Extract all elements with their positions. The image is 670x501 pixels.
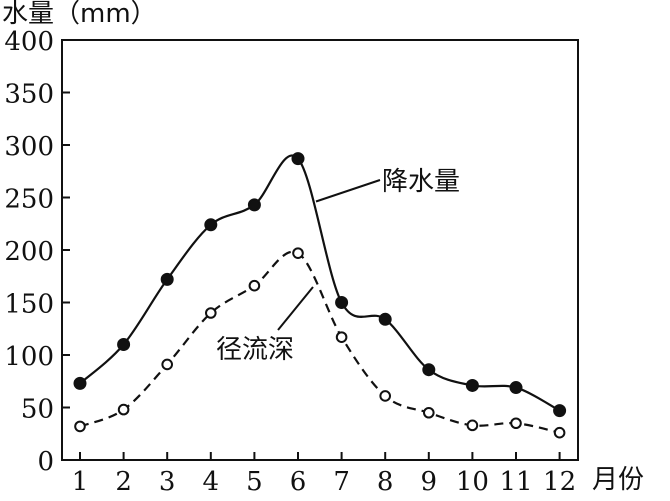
data-point bbox=[292, 247, 304, 259]
data-point bbox=[117, 403, 130, 416]
x-tick-label: 11 bbox=[499, 467, 532, 497]
x-tick-label: 6 bbox=[290, 467, 307, 497]
y-tick-label: 0 bbox=[37, 447, 54, 477]
y-tick-label: 50 bbox=[21, 395, 54, 425]
data-point bbox=[74, 420, 86, 433]
series-label-2: 径流深 bbox=[216, 335, 294, 365]
data-point bbox=[553, 426, 566, 439]
data-point bbox=[466, 419, 479, 432]
data-point bbox=[335, 331, 348, 343]
data-point bbox=[160, 272, 174, 286]
x-tick-label: 3 bbox=[159, 467, 176, 497]
data-point bbox=[509, 381, 523, 395]
data-point bbox=[247, 198, 261, 212]
x-tick-label: 1 bbox=[72, 467, 89, 497]
y-tick-label: 100 bbox=[4, 342, 54, 372]
y-tick-label: 250 bbox=[4, 185, 54, 215]
data-point bbox=[553, 404, 567, 418]
data-point bbox=[423, 406, 435, 419]
x-tick-label: 12 bbox=[543, 467, 576, 497]
x-tick-label: 5 bbox=[246, 467, 263, 497]
data-point bbox=[248, 279, 261, 292]
x-axis-title: 月份 bbox=[592, 465, 644, 495]
data-point bbox=[117, 338, 131, 351]
y-axis-title: 水量（mm） bbox=[2, 0, 157, 29]
data-point bbox=[465, 378, 479, 392]
series-line-1 bbox=[79, 154, 561, 412]
data-point bbox=[161, 358, 173, 371]
y-tick-label: 200 bbox=[4, 237, 54, 267]
series-line-2 bbox=[79, 250, 560, 434]
x-tick-label: 10 bbox=[456, 467, 489, 497]
callout-line-2 bbox=[277, 286, 314, 331]
data-point bbox=[422, 363, 436, 377]
y-tick-label: 300 bbox=[4, 132, 54, 162]
data-point bbox=[378, 312, 392, 326]
series-label-1: 降水量 bbox=[382, 167, 460, 197]
data-point bbox=[291, 152, 305, 166]
data-point bbox=[205, 307, 217, 319]
data-point bbox=[335, 296, 349, 309]
callout-line-1 bbox=[315, 179, 381, 203]
data-point bbox=[379, 390, 392, 402]
series-lines bbox=[79, 154, 561, 434]
data-point bbox=[204, 218, 218, 232]
x-tick-label: 7 bbox=[333, 467, 350, 497]
x-tick-label: 9 bbox=[421, 467, 438, 497]
x-tick-label: 8 bbox=[377, 467, 394, 497]
y-tick-label: 150 bbox=[4, 290, 54, 320]
y-tick-label: 350 bbox=[4, 80, 54, 110]
x-tick-label: 2 bbox=[115, 467, 132, 497]
x-tick-label: 4 bbox=[203, 467, 220, 497]
data-point bbox=[73, 376, 87, 390]
y-tick-label: 400 bbox=[4, 27, 54, 57]
data-point bbox=[510, 417, 522, 430]
series-markers bbox=[73, 152, 567, 439]
